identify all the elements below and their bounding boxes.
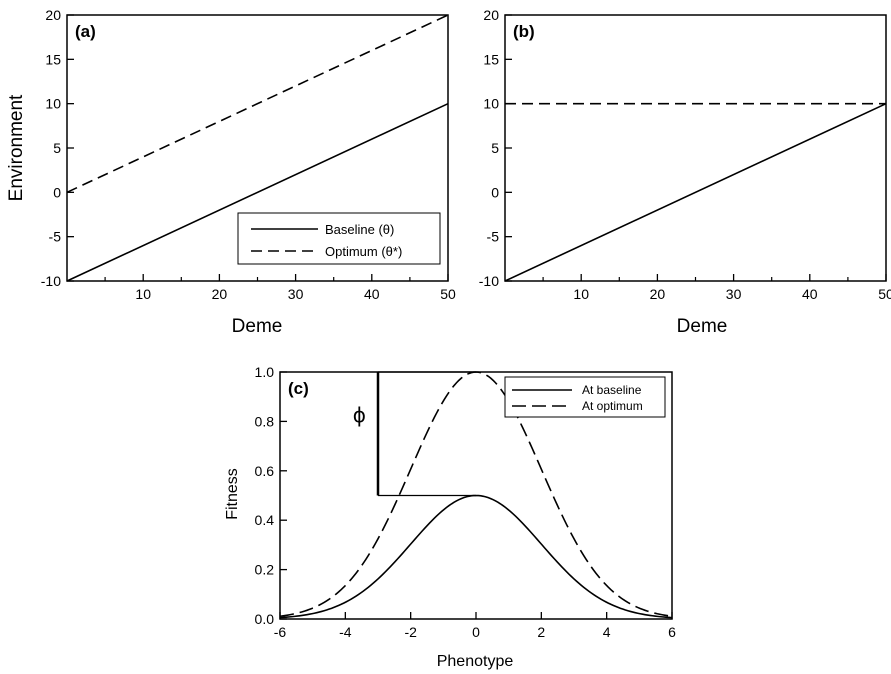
y-axis-title: Fitness [224, 468, 241, 520]
y-tick-label: -5 [487, 229, 500, 245]
x-tick-label: 30 [288, 286, 304, 302]
x-tick-label: 10 [573, 286, 589, 302]
panel-label: (a) [75, 22, 96, 41]
x-tick-label: 0 [472, 624, 480, 640]
y-tick-label: 15 [483, 51, 499, 67]
series-line-solid [504, 102, 887, 282]
y-tick-label: 0.4 [255, 512, 275, 528]
y-tick-label: 0.6 [255, 463, 275, 479]
x-tick-label: -6 [274, 624, 287, 640]
x-tick-label: 2 [537, 624, 545, 640]
x-tick-label: 6 [668, 624, 676, 640]
legend-label: At baseline [582, 383, 642, 397]
panel-label: (b) [513, 22, 535, 41]
x-axis-title: Deme [677, 316, 728, 337]
y-tick-label: 15 [45, 51, 61, 67]
series-line-solid [279, 494, 673, 619]
y-tick-label: 1.0 [255, 364, 275, 380]
panel-label: (c) [288, 379, 309, 398]
x-axis-title: Phenotype [437, 653, 514, 670]
chart-panel-2: 10 20 30 40 50 -10 -5 0 5 10 15 20 Deme (b) [479, 7, 891, 337]
y-tick-label: 0 [491, 184, 499, 200]
x-tick-label: -4 [339, 624, 352, 640]
y-tick-label: -10 [479, 273, 499, 289]
y-tick-label: 0 [53, 184, 61, 200]
x-tick-label: 50 [440, 286, 456, 302]
phi-label: ϕ [353, 403, 366, 427]
x-tick-label: 4 [603, 624, 611, 640]
x-tick-label: 50 [878, 286, 891, 302]
legend-label: At optimum [582, 399, 643, 413]
y-tick-label: 20 [45, 7, 61, 23]
plot-frame [504, 14, 887, 282]
x-tick-label: 20 [650, 286, 666, 302]
x-tick-label: 40 [802, 286, 818, 302]
y-tick-label: 20 [483, 7, 499, 23]
y-tick-label: 5 [53, 140, 61, 156]
x-tick-label: -2 [404, 624, 417, 640]
y-tick-label: 5 [491, 140, 499, 156]
chart-panel-1: 10 20 30 40 50-10-505101520DemeEnvironment(a… [6, 7, 456, 337]
x-axis-title: Deme [232, 316, 283, 337]
y-tick-label: 10 [45, 96, 61, 112]
x-tick-label: 10 [135, 286, 151, 302]
x-tick-label: 20 [212, 286, 228, 302]
y-tick-label: 0.8 [255, 413, 275, 429]
chart-panel-3: -6 -4 -2 0 2 4 6 0.0 0.2 0.4 0.6 0.8 1.0 Phenotype Fit… [224, 364, 676, 670]
x-tick-label: 40 [364, 286, 380, 302]
y-axis-title: Environment [6, 94, 27, 201]
x-tick-label: 30 [726, 286, 742, 302]
series-line-dashed [66, 14, 449, 194]
y-tick-label: 10 [483, 96, 499, 112]
legend-box [504, 376, 666, 418]
y-tick-label: 0.2 [255, 562, 275, 578]
series-line-solid [66, 102, 449, 282]
legend-box [237, 212, 441, 265]
legend-label: Baseline (θ) [325, 222, 394, 237]
y-tick-label: -10 [41, 273, 61, 289]
y-tick-label: 0.0 [255, 611, 275, 627]
y-tick-label: -5 [49, 229, 62, 245]
legend-label: Optimum (θ*) [325, 244, 402, 259]
